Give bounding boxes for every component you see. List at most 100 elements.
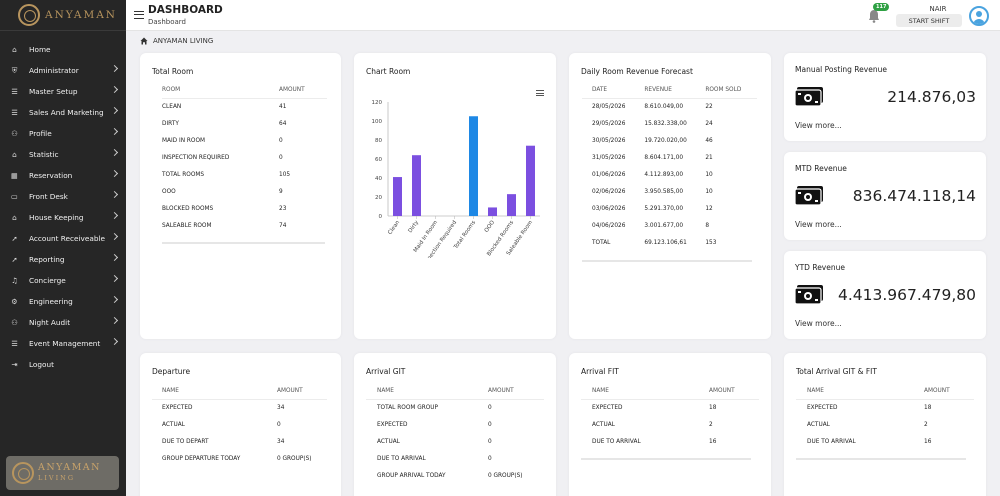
shield-icon: ⛨ — [11, 65, 18, 75]
chevron-right-icon — [110, 253, 119, 262]
table-cell: INSPECTION REQUIRED — [162, 154, 230, 161]
total-arrival-title: Total Arrival GIT & FIT — [796, 367, 877, 376]
y-tick-label: 0 — [379, 214, 383, 220]
table-cell: 3.001.677,00 — [644, 222, 684, 229]
table-row: EXPECTED 18 — [796, 399, 974, 416]
manual-posting-card: Manual Posting Revenue 214.876,03 View m… — [784, 53, 986, 141]
y-tick-label: 100 — [372, 119, 383, 125]
sidebar-item-event-management[interactable]: ☰ Event Management — [0, 333, 126, 354]
desk-icon: ▭ — [11, 192, 18, 201]
table-cell: DUE TO ARRIVAL — [377, 455, 426, 462]
sidebar-item-logout[interactable]: ⇥ Logout — [0, 354, 126, 375]
sidebar-item-administrator[interactable]: ⛨ Administrator — [0, 60, 126, 81]
chevron-right-icon — [110, 127, 119, 136]
chevron-right-icon — [110, 316, 119, 325]
table-row: SALEABLE ROOM 74 — [162, 217, 327, 234]
manual-view-more-link[interactable]: View more... — [795, 121, 842, 130]
y-tick-label: 60 — [375, 157, 382, 163]
table-header: ROOM SOLD — [705, 82, 757, 99]
table-row: TOTAL 69.123.106,61 153 — [582, 234, 757, 251]
table-header: AMOUNT — [488, 383, 544, 400]
notification-bell-icon[interactable] — [868, 8, 880, 23]
bottom-brand-sub: LIVING — [38, 474, 76, 482]
sidebar-item-concierge[interactable]: ♫ Concierge — [0, 270, 126, 291]
sidebar-item-profile[interactable]: ⚇ Profile — [0, 123, 126, 144]
sidebar-item-house-keeping[interactable]: ⌂ House Keeping — [0, 207, 126, 228]
table-cell: 8.604.171,00 — [644, 154, 684, 161]
table-row: GROUP ARRIVAL TODAY 0 GROUP(S) — [366, 467, 544, 484]
total-room-table: ROOM AMOUNT CLEAN 41 DIRTY 64 MAID IN ROOM 0 IN… — [162, 82, 327, 234]
bar[interactable] — [507, 194, 516, 216]
bar[interactable] — [393, 177, 402, 216]
table-cell: 5.291.370,00 — [644, 205, 684, 212]
sidebar-item-reporting[interactable]: ➚ Reporting — [0, 249, 126, 270]
table-cell: 0 — [488, 421, 492, 428]
table-scrollbar[interactable] — [582, 260, 752, 262]
table-row: EXPECTED 18 — [581, 399, 759, 416]
table-row: ACTUAL 0 — [366, 433, 544, 450]
manual-posting-title: Manual Posting Revenue — [795, 65, 887, 74]
table-scrollbar[interactable] — [162, 242, 325, 244]
sidebar: ANYAMAN ⌂ Home ⛨ Administrator ☰ Master Setup… — [0, 0, 126, 496]
chevron-right-icon — [110, 85, 119, 94]
sidebar-item-front-desk[interactable]: ▭ Front Desk — [0, 186, 126, 207]
table-cell: EXPECTED — [592, 404, 623, 411]
table-cell: 9 — [279, 188, 283, 195]
table-cell: 0 GROUP(S) — [277, 455, 312, 462]
mtd-view-more-link[interactable]: View more... — [795, 220, 842, 229]
chevron-right-icon — [110, 64, 119, 73]
table-scrollbar[interactable] — [796, 458, 966, 460]
table-row: 28/05/2026 8.610.049,00 22 — [582, 98, 757, 115]
table-row: DUE TO DEPART 34 — [152, 433, 327, 450]
sidebar-item-home[interactable]: ⌂ Home — [0, 39, 126, 60]
breadcrumb-label[interactable]: ANYAMAN LIVING — [153, 37, 214, 45]
sidebar-item-label: Front Desk — [29, 192, 68, 201]
brand-logo[interactable]: ANYAMAN — [0, 0, 126, 31]
table-cell: 16 — [924, 438, 932, 445]
table-cell: ACTUAL — [592, 421, 615, 428]
table-cell: 04/06/2026 — [592, 222, 626, 229]
sidebar-item-night-audit[interactable]: ⚇ Night Audit — [0, 312, 126, 333]
bar[interactable] — [488, 207, 497, 216]
table-cell: 34 — [277, 404, 285, 411]
sidebar-item-label: Home — [29, 45, 51, 54]
sidebar-item-master-setup[interactable]: ☰ Master Setup — [0, 81, 126, 102]
sliders-icon: ☰ — [11, 87, 18, 96]
table-cell: TOTAL ROOMS — [162, 171, 205, 178]
sidebar-item-sales-and-marketing[interactable]: ☰ Sales And Marketing — [0, 102, 126, 123]
page-subtitle: Dashboard — [148, 18, 186, 26]
sidebar-item-account-receiveable[interactable]: ➚ Account Receiveable — [0, 228, 126, 249]
bar[interactable] — [469, 116, 478, 216]
home-icon[interactable] — [140, 37, 148, 45]
table-row: DUE TO ARRIVAL 16 — [581, 433, 759, 450]
table-row: BLOCKED ROOMS 23 — [162, 200, 327, 217]
sidebar-item-engineering[interactable]: ⚙ Engineering — [0, 291, 126, 312]
table-cell: 8 — [705, 222, 710, 229]
ytd-revenue-value: 4.413.967.479,80 — [837, 286, 976, 304]
x-tick-label: Dirty — [408, 219, 421, 234]
start-shift-button[interactable]: START SHIFT — [896, 14, 962, 27]
arrival-git-table: NAME AMOUNT TOTAL ROOM GROUP 0 EXPECTED 0 ACT… — [366, 383, 544, 484]
sidebar-item-label: Engineering — [29, 297, 73, 306]
table-header: NAME — [581, 383, 709, 400]
table-cell: 03/06/2026 — [592, 205, 626, 212]
chart-menu-icon[interactable] — [536, 90, 544, 96]
ytd-view-more-link[interactable]: View more... — [795, 319, 842, 328]
total-arrival-table: NAME AMOUNT EXPECTED 18 ACTUAL 2 DUE TO ARRIV… — [796, 383, 974, 450]
sliders-icon: ☰ — [11, 108, 18, 117]
table-cell: TOTAL ROOM GROUP — [377, 404, 439, 411]
sidebar-item-reservation[interactable]: ▦ Reservation — [0, 165, 126, 186]
hamburger-menu-icon[interactable] — [134, 11, 144, 19]
bar[interactable] — [526, 145, 535, 216]
user-avatar-icon[interactable] — [969, 6, 989, 26]
x-tick-label: Clean — [387, 219, 401, 236]
table-scrollbar[interactable] — [581, 458, 751, 460]
table-cell: EXPECTED — [162, 404, 193, 411]
bell-icon: ♫ — [11, 276, 18, 285]
bar[interactable] — [412, 155, 421, 216]
sidebar-item-statistic[interactable]: ⌂ Statistic — [0, 144, 126, 165]
table-header: DATE — [582, 82, 645, 99]
sidebar-item-label: Account Receiveable — [29, 234, 105, 243]
table-cell: 46 — [705, 137, 713, 144]
